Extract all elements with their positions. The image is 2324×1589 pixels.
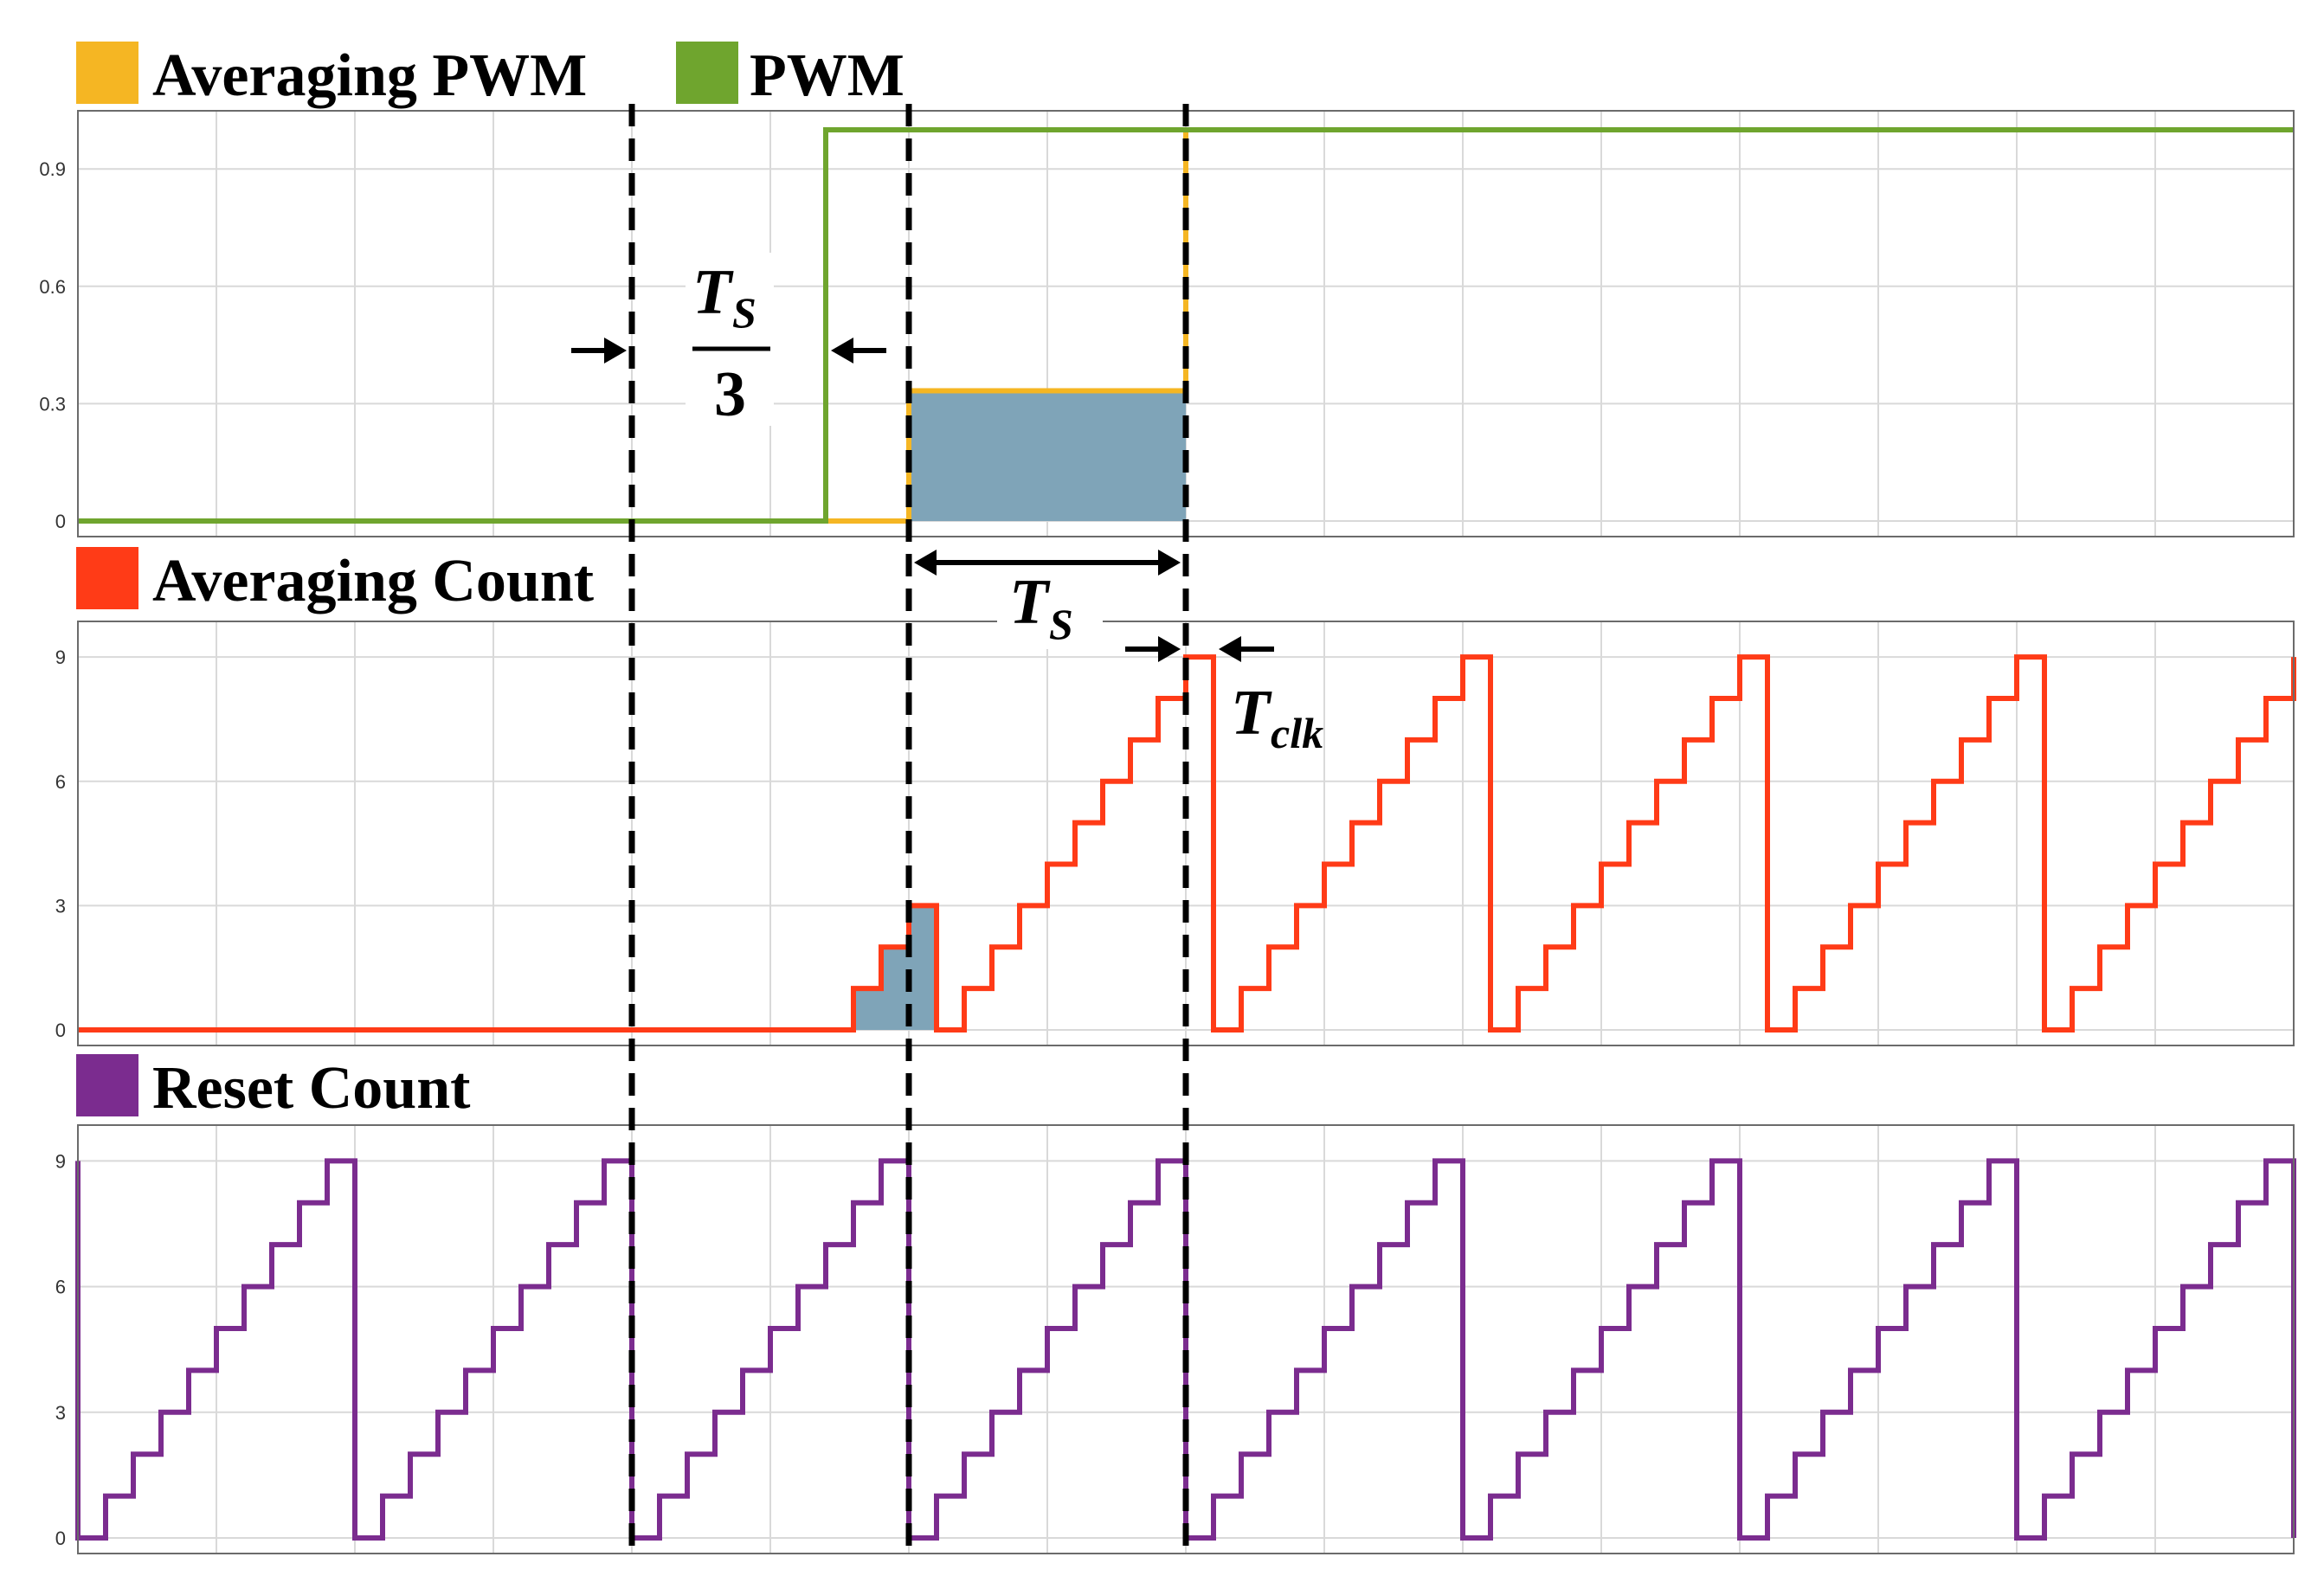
arrow-head — [914, 550, 937, 576]
legend-swatch-averaging-pwm — [76, 42, 138, 104]
legend-label-reset-count: Reset Count — [152, 1055, 470, 1122]
pwm-panel: 0 0.3 0.6 0.9 — [39, 110, 2295, 537]
y-tick-label: 0 — [55, 1528, 66, 1549]
ts-over-3-numerator-sub: S — [732, 288, 756, 337]
legend-label-pwm: PWM — [750, 42, 904, 109]
y-tick-label: 0.6 — [39, 276, 66, 298]
ts-over-3-numerator: T — [692, 257, 734, 328]
y-tick-label: 0 — [55, 1020, 66, 1041]
averaging-count-panel: 0 3 6 9 — [55, 621, 2296, 1046]
y-tick-label: 6 — [55, 771, 66, 793]
arrow-head — [1219, 636, 1241, 662]
annotation-ts-over-3-bg — [686, 253, 774, 426]
series-reset-count — [75, 1158, 2296, 1541]
y-tick-label: 9 — [55, 1150, 66, 1172]
legend-pwm: PWM — [676, 42, 904, 109]
y-tick-label: 9 — [55, 647, 66, 668]
legend-averaging-pwm: Averaging PWM — [76, 42, 587, 109]
legend-swatch-pwm — [676, 42, 738, 104]
annotation-ts-over-3: T S 3 — [571, 253, 886, 430]
dashed-marker-lines — [628, 104, 1189, 1558]
y-tick-label: 0 — [55, 511, 66, 532]
shaded-region — [909, 390, 1186, 521]
shaded-region — [853, 905, 937, 1030]
y-tick-label: 0.3 — [39, 393, 66, 415]
ts-label-sub: S — [1049, 600, 1073, 648]
y-tick-label: 0.9 — [39, 158, 66, 180]
arrow-head — [1158, 636, 1181, 662]
ts-label: T — [1009, 567, 1051, 638]
legend-swatch-averaging-count — [76, 547, 138, 609]
arrow-head — [831, 338, 853, 363]
arrow-head — [1158, 550, 1181, 576]
y-tick-label: 6 — [55, 1277, 66, 1298]
legend-averaging-count: Averaging Count — [76, 547, 594, 614]
legend-label-averaging-count: Averaging Count — [152, 548, 594, 614]
ts-over-3-arrows — [571, 338, 886, 363]
ts-over-3-denominator: 3 — [714, 359, 746, 430]
annotation-ts: T S — [914, 550, 1181, 649]
annotation-tclk: T clk — [1125, 636, 1323, 757]
tclk-arrows — [1125, 636, 1274, 662]
tclk-label-sub: clk — [1271, 709, 1323, 757]
reset-count-panel: 0 3 6 9 — [55, 1124, 2296, 1554]
series-pwm — [78, 127, 2294, 524]
series-averaging-count — [78, 654, 2296, 1033]
annotation-ts-bg — [997, 567, 1103, 649]
y-tick-label: 3 — [55, 895, 66, 917]
ts-double-arrow — [914, 550, 1181, 576]
legend-label-averaging-pwm: Averaging PWM — [152, 42, 587, 109]
tclk-label: T — [1231, 678, 1272, 749]
y-tick-label: 3 — [55, 1402, 66, 1424]
arrow-head — [604, 338, 627, 363]
legend-reset-count: Reset Count — [76, 1054, 470, 1122]
legend-swatch-reset-count — [76, 1054, 138, 1116]
